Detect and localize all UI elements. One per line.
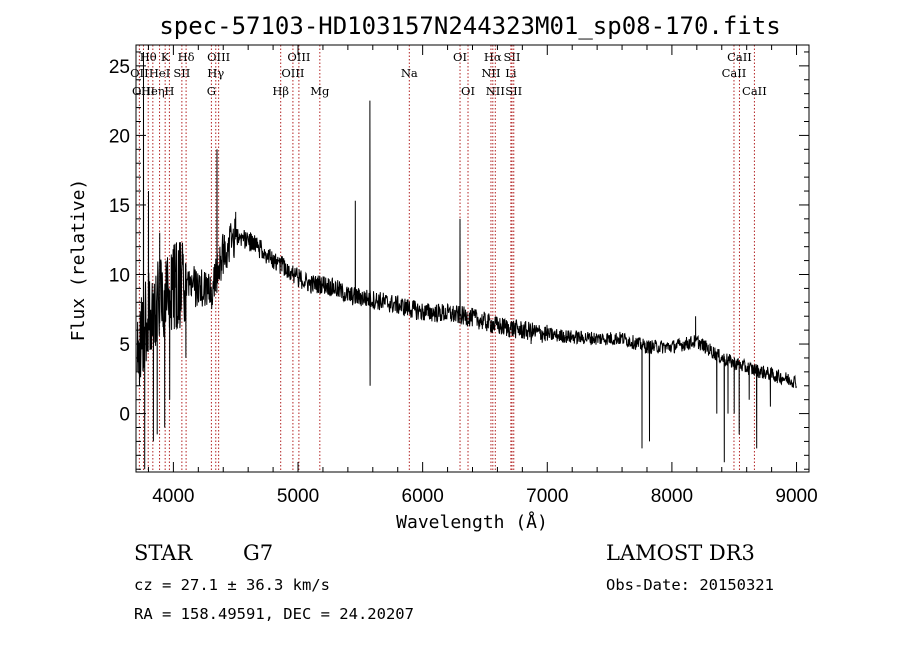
survey-name: LAMOST DR3: [606, 541, 755, 565]
line-marker-label: OIII: [287, 50, 310, 64]
y-tick-label: 0: [119, 405, 130, 426]
line-marker-label: SII: [504, 50, 521, 64]
line-marker-label: SII: [173, 66, 190, 80]
x-tick-label: 7000: [526, 486, 568, 507]
line-marker-label: NII: [486, 84, 505, 98]
line-marker-label: Hγ: [207, 66, 224, 80]
plot-frame: [135, 44, 810, 473]
redshift-text: cz = 27.1 ± 36.3 km/s: [134, 576, 330, 594]
line-marker-label: K: [161, 50, 170, 64]
x-tick-label: 6000: [402, 486, 444, 507]
object-class: STAR: [134, 541, 193, 565]
line-marker-label: OIII: [207, 50, 230, 64]
line-marker-label: OI: [453, 50, 467, 64]
x-axis-label: Wavelength (Å): [396, 511, 548, 533]
line-marker-label: Hδ: [178, 50, 195, 64]
line-marker-label: H: [164, 84, 174, 98]
y-axis-label: Flux (relative): [68, 179, 89, 342]
line-marker-label: Heη: [141, 84, 165, 98]
line-marker-label: Hα: [484, 50, 502, 64]
x-tick-label: 4000: [152, 486, 194, 507]
x-axis-ticks: 4000 5000 6000 7000 8000 9000: [147, 45, 818, 507]
line-marker-label: Li: [505, 66, 517, 80]
flux-series-line: [136, 51, 797, 470]
y-tick-label: 5: [119, 335, 130, 356]
line-marker-label: Mg: [310, 84, 330, 98]
x-tick-label: 8000: [651, 486, 693, 507]
y-axis-ticks: 0 5 10 15 20 25: [109, 51, 809, 470]
chart-title: spec-57103-HD103157N244323M01_sp08-170.f…: [159, 12, 780, 40]
spectral-subclass: G7: [243, 541, 273, 565]
line-marker-label: HeI: [149, 66, 170, 80]
coordinates: RA = 158.49591, DEC = 24.20207: [134, 605, 414, 623]
line-marker-label: CaII: [722, 66, 747, 80]
y-tick-label: 20: [109, 126, 130, 147]
line-marker-label: G: [207, 84, 216, 98]
observation-date: Obs-Date: 20150321: [606, 576, 774, 594]
spectrum-plot: [136, 51, 797, 470]
line-marker-label: OI: [461, 84, 475, 98]
y-tick-label: 15: [109, 196, 130, 217]
line-marker-label: CaII: [742, 84, 767, 98]
line-marker-label: Na: [401, 66, 418, 80]
x-tick-label: 9000: [775, 486, 817, 507]
line-marker-label: OIII: [281, 66, 304, 80]
line-marker-label: Hβ: [272, 84, 289, 98]
line-marker-label: Hθ: [140, 50, 157, 64]
x-tick-label: 5000: [277, 486, 319, 507]
line-marker-label: NII: [481, 66, 500, 80]
line-marker-label: CaII: [727, 50, 752, 64]
line-marker-label: OII: [130, 66, 149, 80]
line-marker-label: SII: [505, 84, 522, 98]
y-tick-label: 10: [109, 265, 130, 286]
y-tick-label: 25: [109, 57, 130, 78]
